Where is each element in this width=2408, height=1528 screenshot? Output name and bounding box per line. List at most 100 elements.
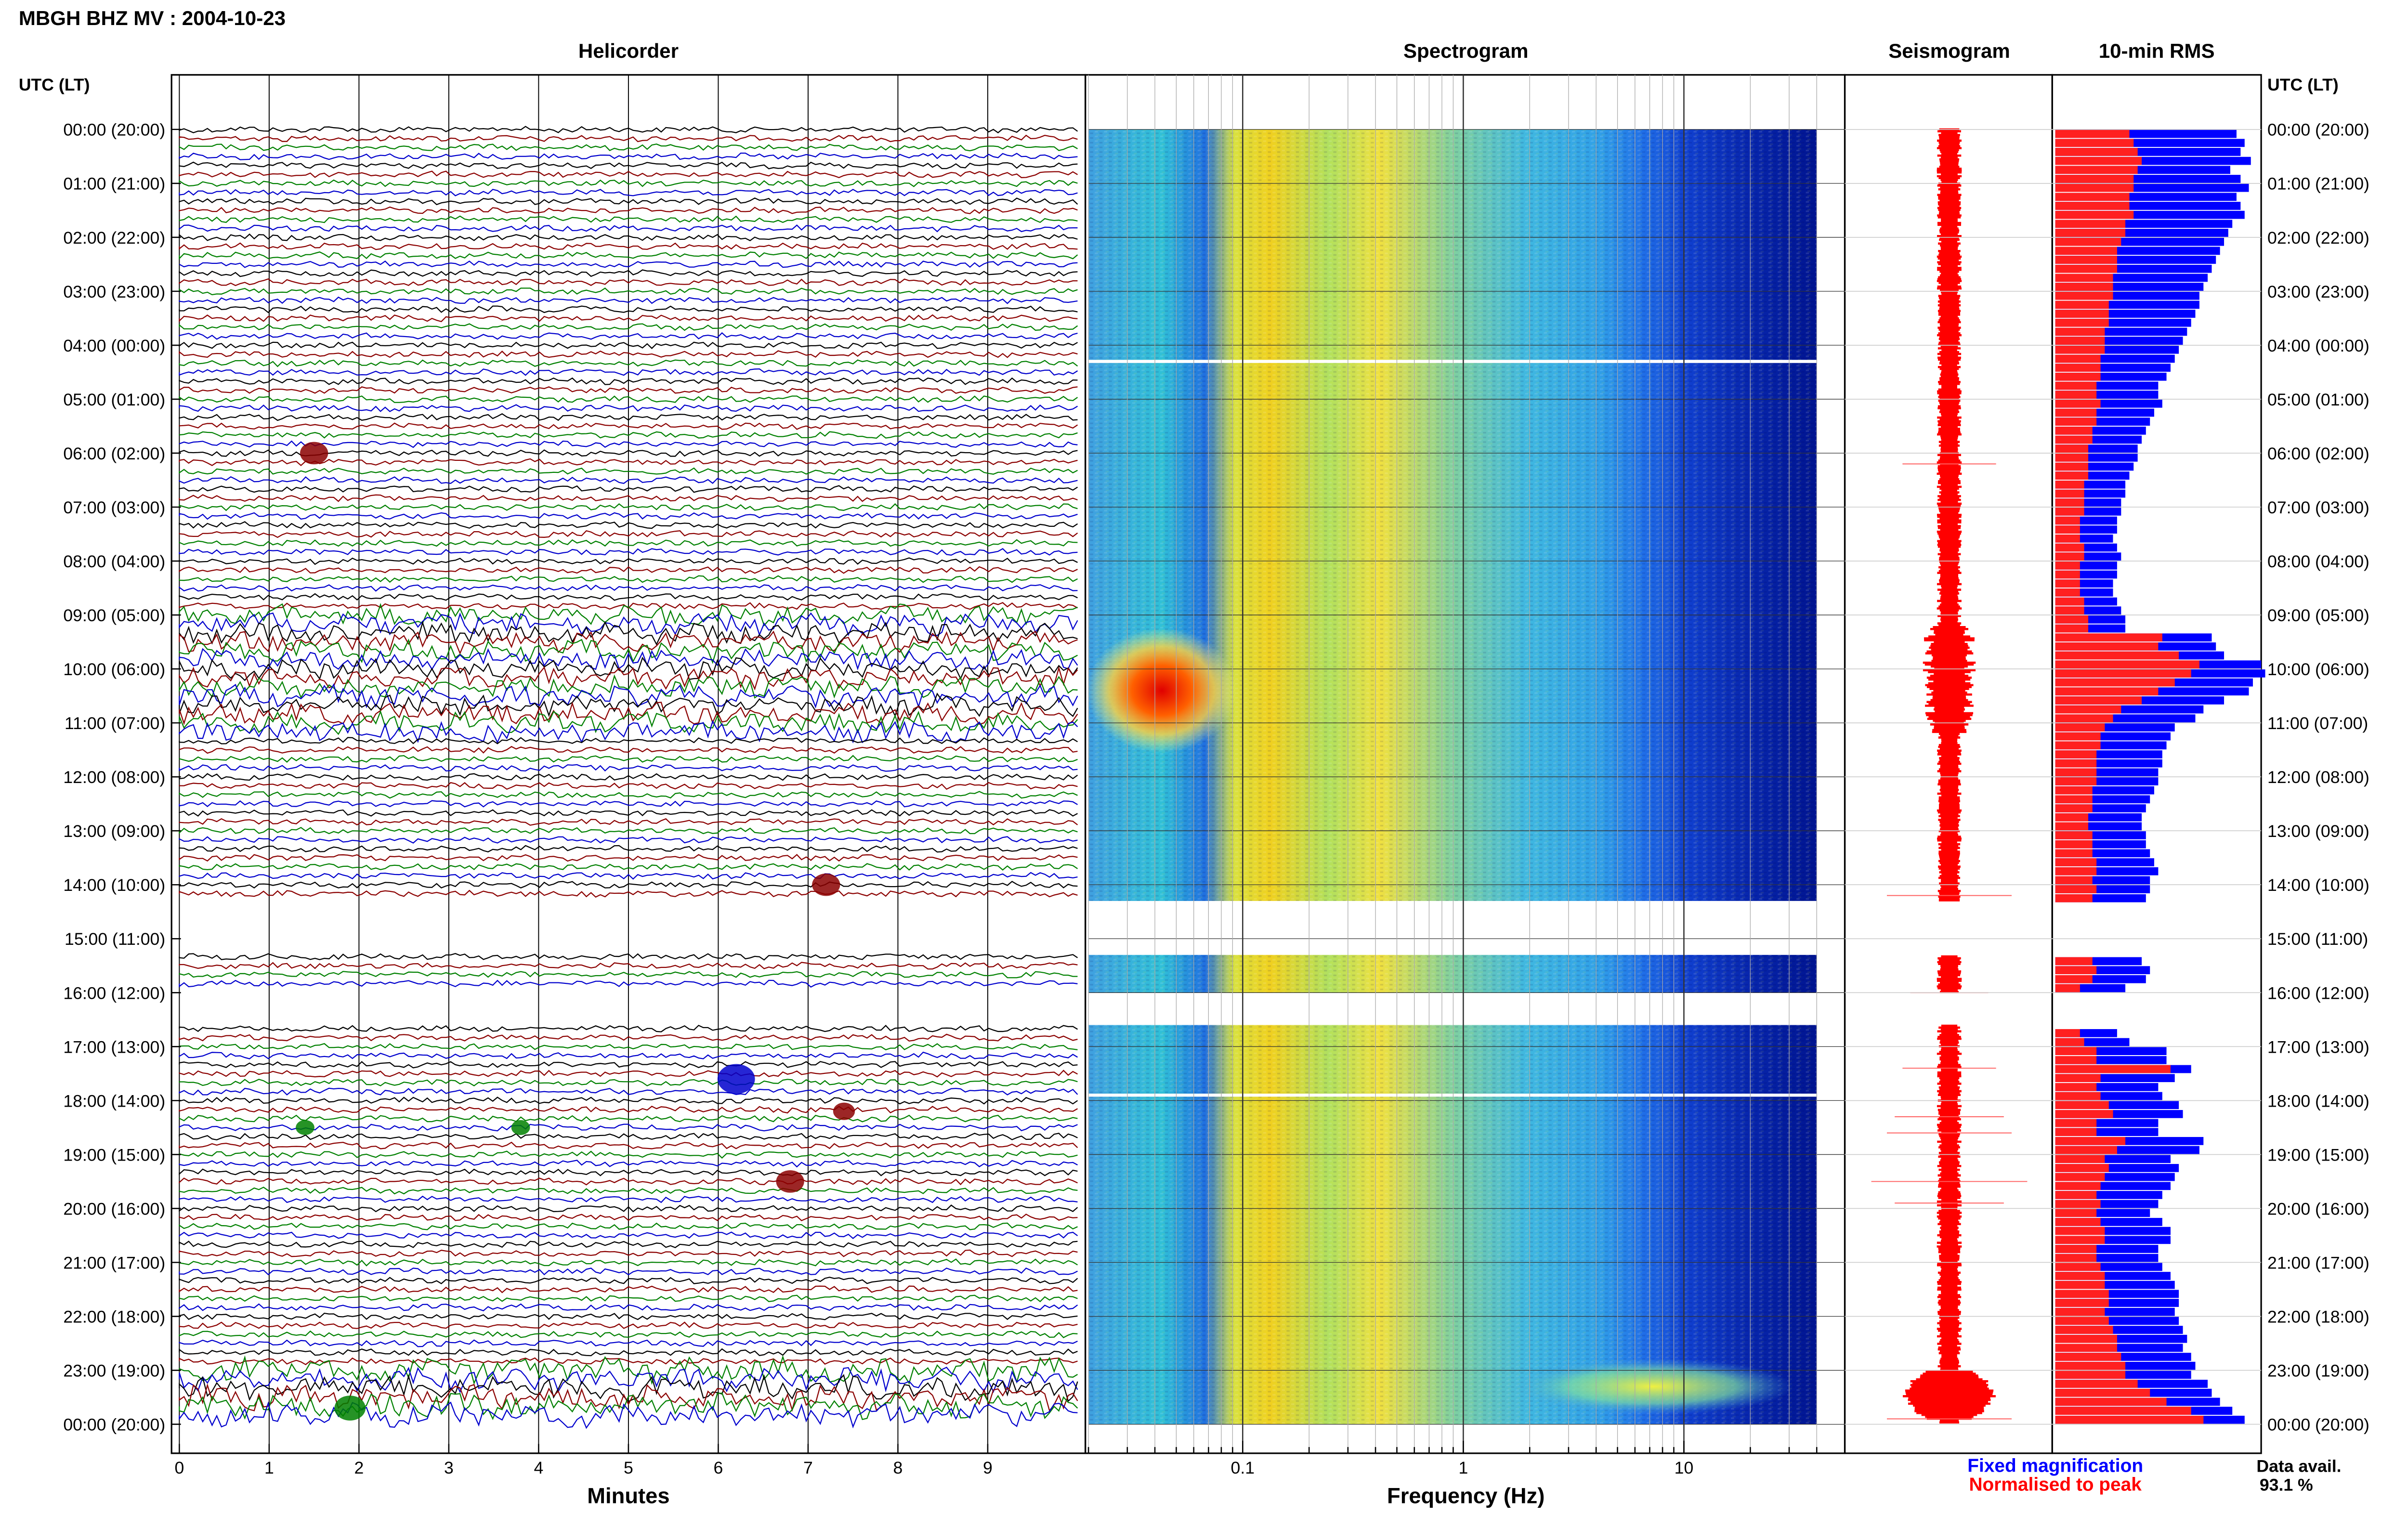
rms-normalised-bar [2055, 804, 2093, 812]
rms-normalised-bar [2055, 678, 2175, 687]
rms-normalised-bar [2055, 229, 2126, 237]
rms-normalised-bar [2055, 732, 2101, 741]
helicorder-trace [179, 979, 1078, 988]
helicorder-trace [179, 260, 1078, 268]
helicorder-event [833, 1102, 855, 1120]
rms-normalised-bar [2055, 462, 2089, 471]
rms-normalised-bar [2055, 813, 2089, 822]
helicorder-trace [179, 666, 1078, 691]
time-tick-label-left: 16:00 (12:00) [63, 983, 165, 1003]
rms-normalised-bar [2055, 274, 2113, 282]
time-tick-label-right: 18:00 (14:00) [2267, 1091, 2369, 1110]
time-tick-label-left: 02:00 (22:00) [63, 228, 165, 248]
time-tick-label-left: 08:00 (04:00) [63, 552, 165, 571]
rms-normalised-bar [2055, 633, 2162, 642]
helicorder-trace [179, 962, 1078, 970]
rms-normalised-bar [2055, 786, 2093, 795]
time-tick-label-left: 00:00 (20:00) [63, 1415, 165, 1435]
minute-tick-label: 2 [354, 1458, 364, 1477]
helicorder-trace [179, 1160, 1078, 1168]
rms-normalised-bar [2055, 1110, 2113, 1118]
time-tick-label-right: 14:00 (10:00) [2267, 875, 2369, 895]
rms-normalised-bar [2055, 210, 2134, 219]
rms-normalised-bar [2055, 283, 2113, 291]
time-tick-label-right: 23:00 (19:00) [2267, 1361, 2369, 1381]
helicorder-trace [179, 674, 1078, 699]
rms-normalised-bar [2055, 399, 2101, 408]
rms-normalised-bar [2055, 822, 2089, 831]
helicorder-trace [179, 287, 1078, 296]
rms-normalised-bar [2055, 534, 2080, 543]
rms-normalised-bar [2055, 1388, 2150, 1397]
helicorder-trace [179, 512, 1078, 520]
rms-normalised-bar [2055, 687, 2159, 696]
minute-tick-label: 9 [983, 1458, 993, 1477]
rms-normalised-bar [2055, 1101, 2109, 1110]
helicorder-trace [179, 620, 1078, 646]
helicorder-trace [179, 818, 1078, 826]
rms-normalised-bar [2055, 1200, 2101, 1208]
helicorder-trace [179, 971, 1078, 979]
rms-normalised-bar [2055, 1209, 2097, 1217]
rms-normalised-bar [2055, 840, 2093, 849]
minute-tick-label: 0 [174, 1458, 184, 1477]
helicorder-trace [179, 404, 1078, 412]
helicorder-trace [179, 1303, 1078, 1312]
rms-normalised-bar [2055, 327, 2105, 336]
time-tick-label-right: 01:00 (21:00) [2267, 174, 2369, 194]
rms-normalised-bar [2055, 408, 2097, 417]
time-tick-label-left: 11:00 (07:00) [65, 714, 165, 733]
rms-normalised-bar [2055, 741, 2101, 750]
helicorder-trace [179, 494, 1078, 502]
rms-normalised-bar [2055, 418, 2097, 426]
time-axis-label-left: UTC (LT) [19, 75, 90, 94]
helicorder-trace [179, 521, 1078, 529]
helicorder-trace [179, 395, 1078, 403]
rms-normalised-bar [2055, 480, 2084, 489]
rms-normalised-bar [2055, 759, 2097, 768]
rms-normalised-bar [2055, 1236, 2105, 1244]
helicorder-trace [179, 377, 1078, 385]
helicorder-trace [179, 1106, 1078, 1114]
rms-normalised-bar [2055, 471, 2089, 480]
time-tick-label-right: 12:00 (08:00) [2267, 768, 2369, 787]
helicorder-trace [179, 1204, 1078, 1213]
rms-normalised-bar [2055, 1164, 2109, 1172]
helicorder-event [812, 873, 840, 896]
time-tick-label-right: 15:00 (11:00) [2267, 929, 2368, 949]
helicorder-event [776, 1170, 804, 1193]
rms-normalised-bar [2055, 714, 2113, 723]
helicorder-trace [179, 278, 1078, 287]
time-tick-label-left: 23:00 (19:00) [63, 1361, 165, 1381]
helicorder-trace [179, 575, 1078, 583]
helicorder-trace [179, 161, 1078, 170]
helicorder-trace [179, 648, 1078, 672]
rms-normalised-bar [2055, 579, 2080, 588]
rms-normalised-bar [2055, 660, 2199, 669]
helicorder-trace [179, 134, 1078, 143]
rms-normalised-bar [2055, 588, 2080, 597]
helicorder-trace [179, 827, 1078, 835]
time-tick-label-left: 12:00 (08:00) [63, 768, 165, 787]
rms-normalised-bar [2055, 453, 2089, 462]
helicorder-trace [179, 1051, 1078, 1059]
helicorder-trace [179, 1195, 1078, 1203]
helicorder-trace [179, 1330, 1078, 1338]
rms-normalised-bar [2055, 768, 2097, 777]
helicorder-trace [179, 1177, 1078, 1186]
time-tick-label-right: 22:00 (18:00) [2267, 1307, 2369, 1326]
helicorder-trace [179, 1114, 1078, 1123]
time-tick-label-right: 16:00 (12:00) [2267, 983, 2369, 1003]
time-tick-label-right: 06:00 (02:00) [2267, 444, 2369, 463]
time-tick-label-left: 01:00 (21:00) [63, 174, 165, 194]
helicorder-trace [179, 1043, 1078, 1051]
helicorder-event [717, 1064, 755, 1094]
rms-normalised-bar [2055, 183, 2134, 192]
helicorder-trace [179, 1141, 1078, 1149]
helicorder-trace [179, 323, 1078, 331]
helicorder-trace [179, 584, 1078, 592]
helicorder-trace [179, 737, 1078, 744]
helicorder-trace [179, 1024, 1078, 1032]
helicorder-trace [179, 341, 1078, 349]
helicorder-trace [179, 1187, 1078, 1195]
